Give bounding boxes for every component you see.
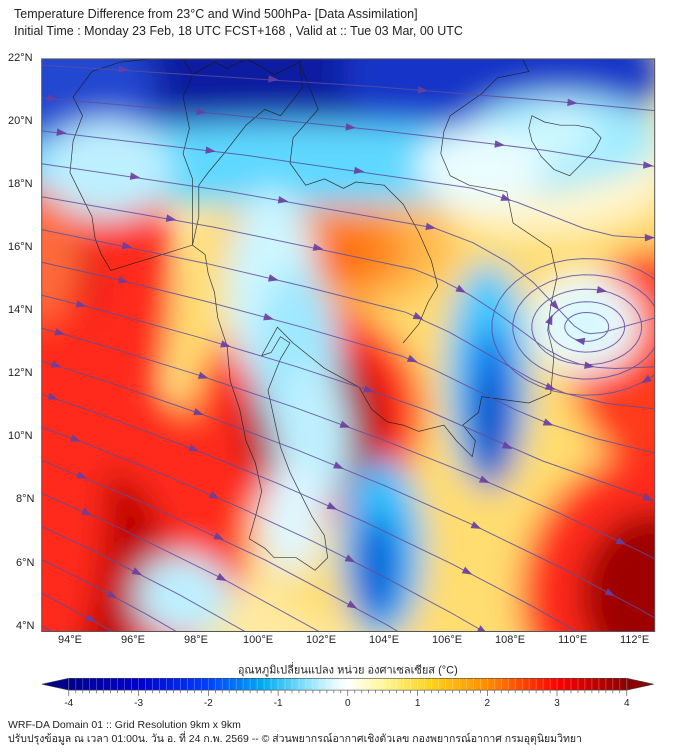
svg-text:0: 0 bbox=[345, 698, 351, 709]
svg-text:-4: -4 bbox=[64, 698, 73, 709]
svg-text:-1: -1 bbox=[274, 698, 283, 709]
svg-text:-2: -2 bbox=[204, 698, 213, 709]
svg-text:อุณหภูมิเปลี่ยนแปลง หน่วย องศา: อุณหภูมิเปลี่ยนแปลง หน่วย องศาเซลเซียส (… bbox=[238, 661, 458, 676]
svg-text:1: 1 bbox=[415, 698, 421, 709]
svg-text:2: 2 bbox=[485, 698, 491, 709]
svg-text:4: 4 bbox=[624, 698, 630, 709]
svg-text:-3: -3 bbox=[134, 698, 143, 709]
svg-text:3: 3 bbox=[554, 698, 560, 709]
